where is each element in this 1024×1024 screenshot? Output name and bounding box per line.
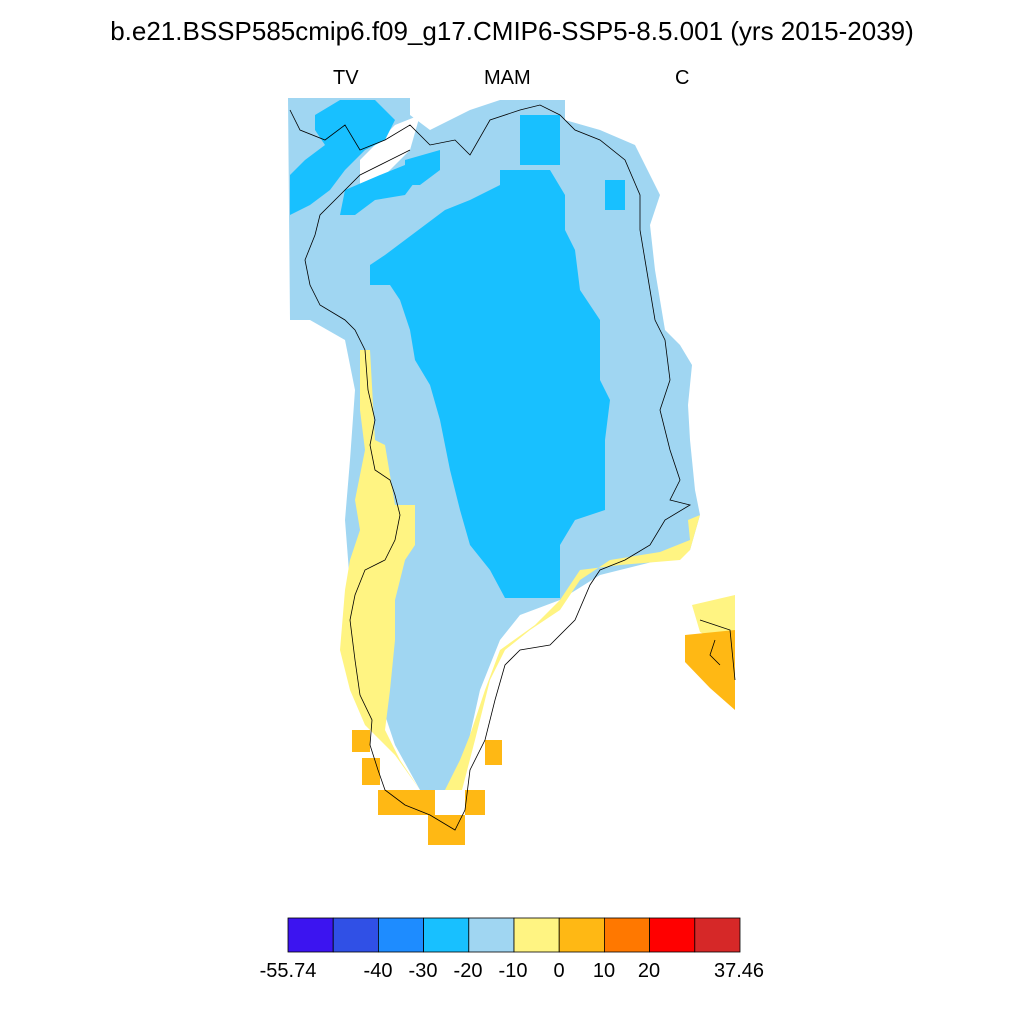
region-cyan-n1 — [340, 165, 420, 215]
plot-title: b.e21.BSSP585cmip6.f09_g17.CMIP6-SSP5-8.… — [110, 16, 914, 46]
region-orange-s6 — [485, 740, 502, 765]
colorbar-swatch — [604, 917, 651, 953]
colorbar-swatch — [558, 917, 605, 953]
colorbar-swatch — [332, 917, 379, 953]
region-orange-east — [685, 630, 735, 710]
region-yellow-east — [692, 595, 735, 640]
coastline — [289, 104, 736, 831]
region-orange-s5 — [465, 790, 485, 815]
region-cyan-n2 — [405, 150, 440, 185]
colorbar-tick-label: -40 — [363, 960, 393, 982]
region-orange-s2 — [362, 758, 380, 785]
units-label: C — [675, 67, 690, 89]
colorbar-tick-label: -55.74 — [259, 960, 317, 982]
colorbar-tick-label: 20 — [637, 960, 661, 982]
region-cyan-central — [370, 170, 610, 598]
season-label: MAM — [484, 67, 531, 89]
colorbar-tick-label: 37.46 — [713, 960, 765, 982]
region-orange-s3 — [378, 790, 435, 815]
colorbar-tick-label: 10 — [592, 960, 616, 982]
region-cyan-n3 — [520, 115, 560, 165]
variable-label: TV — [333, 67, 359, 89]
colorbar-tick-label: -30 — [408, 960, 438, 982]
colorbar-swatch — [468, 917, 515, 953]
colorbar-tick-label: -20 — [453, 960, 483, 982]
region-orange-s1 — [352, 730, 370, 752]
colorbar-swatch — [287, 917, 334, 953]
region-cyan-nw — [290, 100, 395, 215]
colorbar-swatch — [513, 917, 560, 953]
colorbar-tick-label: -10 — [498, 960, 528, 982]
region-orange-s4 — [428, 815, 465, 845]
colorbar-swatch — [694, 917, 741, 953]
region-cyan-n4 — [605, 180, 625, 210]
colorbar-swatch — [649, 917, 696, 953]
colorbar-swatch — [423, 917, 470, 953]
colorbar-swatch — [377, 917, 424, 953]
colorbar-tick-label: 0 — [553, 960, 565, 982]
